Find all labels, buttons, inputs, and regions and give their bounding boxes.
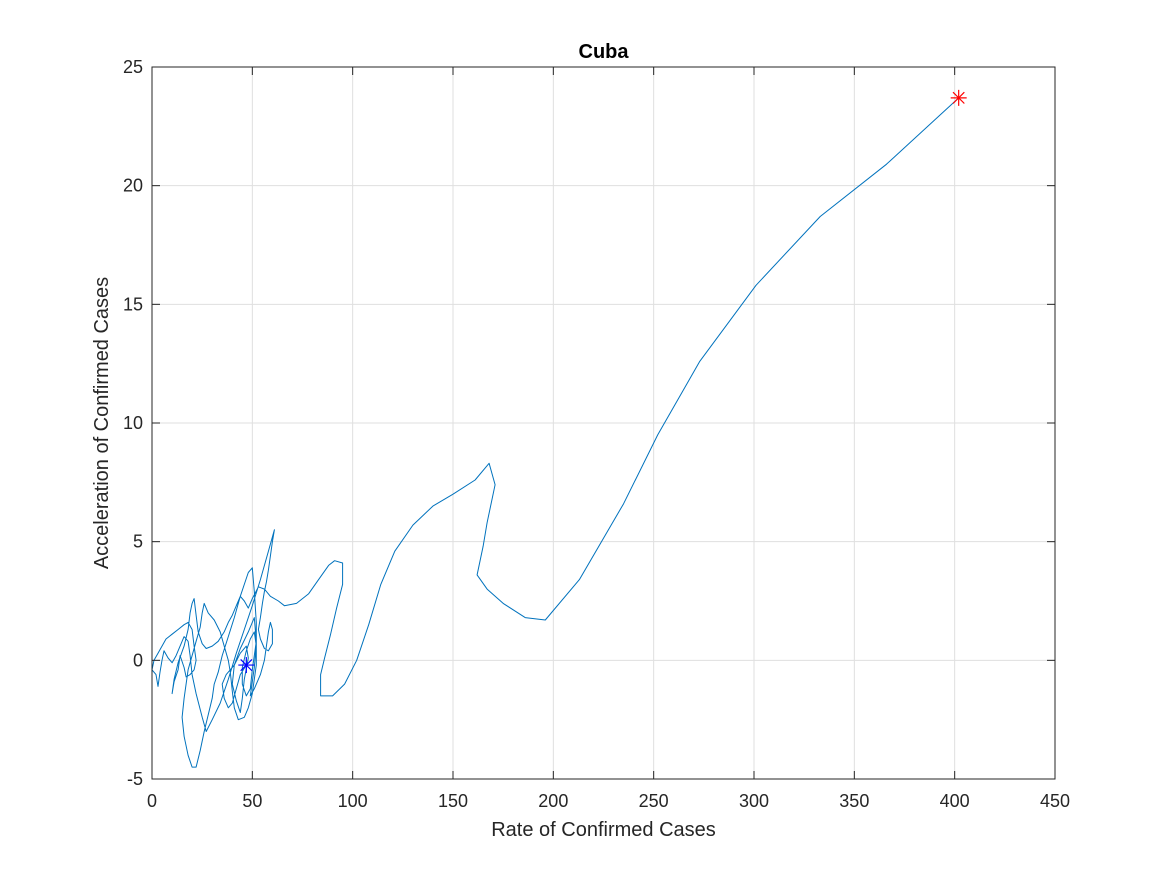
marker-stroke	[240, 658, 253, 672]
y-axis-label: Acceleration of Confirmed Cases	[91, 277, 113, 569]
y-tick-label: 20	[123, 176, 143, 196]
start-asterisk-marker	[238, 657, 255, 674]
x-tick-label: 400	[940, 791, 970, 811]
y-tick-label: -5	[127, 769, 143, 789]
x-tick-label: 200	[538, 791, 568, 811]
x-tick-label: 350	[839, 791, 869, 811]
y-tick-label: 25	[123, 57, 143, 77]
y-tick-label: 5	[133, 532, 143, 552]
chart-title: Cuba	[579, 41, 630, 63]
y-tick-label: 0	[133, 650, 143, 670]
y-tick-label: 10	[123, 413, 143, 433]
x-tick-label: 250	[639, 791, 669, 811]
end-asterisk-marker	[950, 89, 967, 106]
marker-layer	[238, 89, 967, 674]
x-tick-label: 150	[438, 791, 468, 811]
x-axis-label: Rate of Confirmed Cases	[491, 819, 716, 841]
x-tick-label: 450	[1040, 791, 1070, 811]
x-tick-label: 300	[739, 791, 769, 811]
marker-stroke	[952, 91, 965, 104]
series-line	[151, 97, 960, 768]
series-layer	[151, 97, 960, 768]
x-tick-label: 50	[242, 791, 262, 811]
y-tick-label: 15	[123, 294, 143, 314]
x-tick-label: 0	[147, 791, 157, 811]
x-tick-label: 100	[338, 791, 368, 811]
